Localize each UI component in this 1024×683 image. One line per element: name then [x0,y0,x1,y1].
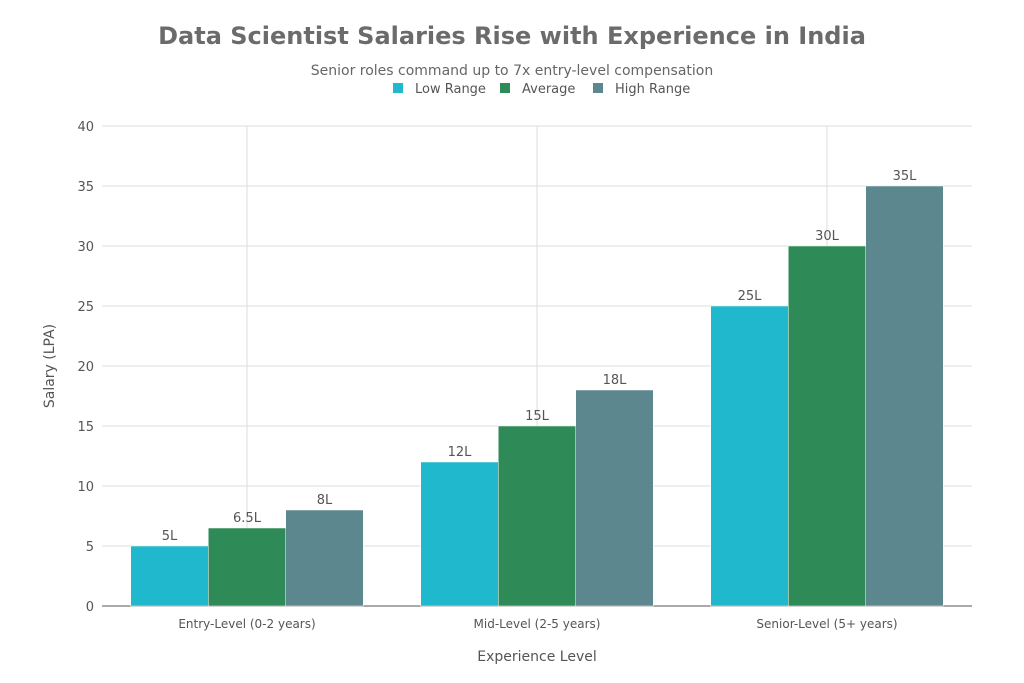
y-tick-label: 10 [77,480,94,495]
data-label: 15L [525,409,550,424]
bar [575,389,654,607]
y-tick-label: 35 [77,180,94,195]
x-axis-label: Experience Level [477,649,596,665]
legend-label: High Range [615,82,690,97]
chart-subtitle: Senior roles command up to 7x entry-leve… [311,63,714,79]
data-label: 12L [448,445,473,460]
y-tick-label: 30 [77,240,94,255]
legend: Low Range Average High Range [393,82,690,97]
bar [865,185,944,607]
y-tick-label: 25 [77,300,94,315]
y-tick-label: 5 [86,540,94,555]
y-tick-label: 0 [86,600,94,615]
bar [710,305,789,607]
data-label: 25L [738,289,763,304]
data-label: 18L [603,373,628,388]
bar [788,245,866,607]
legend-swatch [500,83,510,93]
y-tick-label: 40 [77,120,94,135]
data-label: 8L [317,493,333,508]
data-label: 5L [162,529,178,544]
bar [130,545,209,607]
x-tick-label: Entry-Level (0-2 years) [178,617,315,631]
y-tick-label: 20 [77,360,94,375]
bar [498,425,576,607]
bar [208,527,286,607]
bar [285,509,364,607]
x-tick-label: Senior-Level (5+ years) [756,617,897,631]
x-tick-label: Mid-Level (2-5 years) [474,617,601,631]
y-tick-label: 15 [77,420,94,435]
legend-swatch [393,83,403,93]
legend-swatch [593,83,603,93]
data-label: 6.5L [233,511,262,526]
legend-label: Average [522,82,575,97]
bar [420,461,499,607]
y-axis-label: Salary (LPA) [42,324,58,408]
data-label: 30L [815,229,840,244]
chart-title: Data Scientist Salaries Rise with Experi… [158,22,866,50]
data-label: 35L [893,169,918,184]
legend-label: Low Range [415,82,486,97]
